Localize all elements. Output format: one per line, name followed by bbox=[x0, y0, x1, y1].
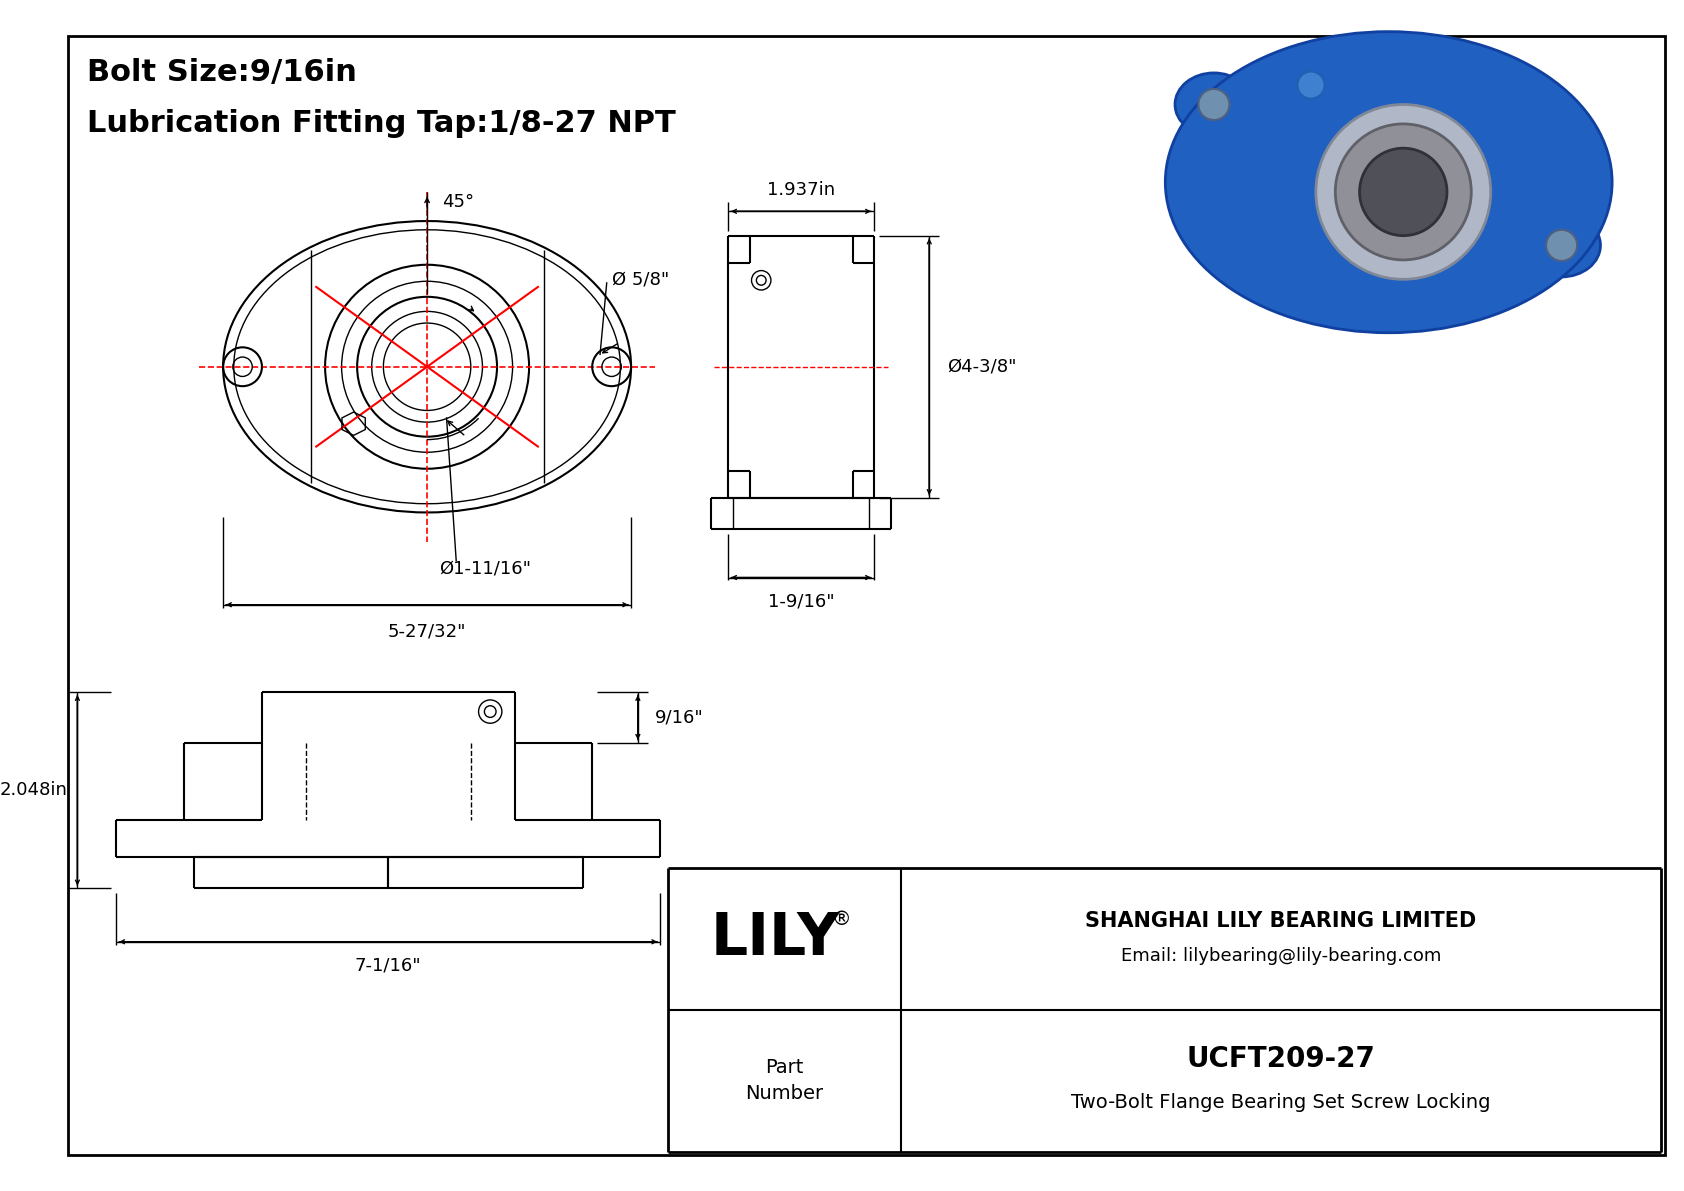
Text: Two-Bolt Flange Bearing Set Screw Locking: Two-Bolt Flange Bearing Set Screw Lockin… bbox=[1071, 1092, 1490, 1111]
Circle shape bbox=[1335, 124, 1472, 260]
Text: Email: lilybearing@lily-bearing.com: Email: lilybearing@lily-bearing.com bbox=[1122, 947, 1442, 966]
Circle shape bbox=[1297, 71, 1325, 99]
Text: 5-27/32": 5-27/32" bbox=[387, 622, 466, 641]
Text: ®: ® bbox=[832, 910, 850, 929]
Text: 2.048in: 2.048in bbox=[0, 781, 67, 799]
Text: 9/16": 9/16" bbox=[655, 709, 704, 727]
Text: 1.937in: 1.937in bbox=[766, 181, 835, 199]
Text: Lubrication Fitting Tap:1/8-27 NPT: Lubrication Fitting Tap:1/8-27 NPT bbox=[88, 110, 675, 138]
Ellipse shape bbox=[1165, 32, 1612, 332]
Text: Bolt Size:9/16in: Bolt Size:9/16in bbox=[88, 58, 357, 87]
Text: SHANGHAI LILY BEARING LIMITED: SHANGHAI LILY BEARING LIMITED bbox=[1084, 911, 1477, 931]
Text: 45°: 45° bbox=[441, 193, 473, 211]
Circle shape bbox=[1359, 148, 1447, 236]
Ellipse shape bbox=[1522, 213, 1600, 276]
Text: 7-1/16": 7-1/16" bbox=[355, 956, 421, 974]
Circle shape bbox=[1546, 230, 1578, 261]
Text: Part
Number: Part Number bbox=[746, 1058, 823, 1103]
Text: LILY: LILY bbox=[711, 910, 840, 967]
Text: UCFT209-27: UCFT209-27 bbox=[1187, 1046, 1376, 1073]
Text: Ø1-11/16": Ø1-11/16" bbox=[440, 560, 532, 578]
Circle shape bbox=[1315, 105, 1490, 280]
Ellipse shape bbox=[1175, 73, 1253, 136]
Text: 1-9/16": 1-9/16" bbox=[768, 592, 834, 610]
Text: Ø 5/8": Ø 5/8" bbox=[611, 270, 669, 288]
Circle shape bbox=[1199, 89, 1229, 120]
Text: Ø4-3/8": Ø4-3/8" bbox=[946, 357, 1015, 375]
